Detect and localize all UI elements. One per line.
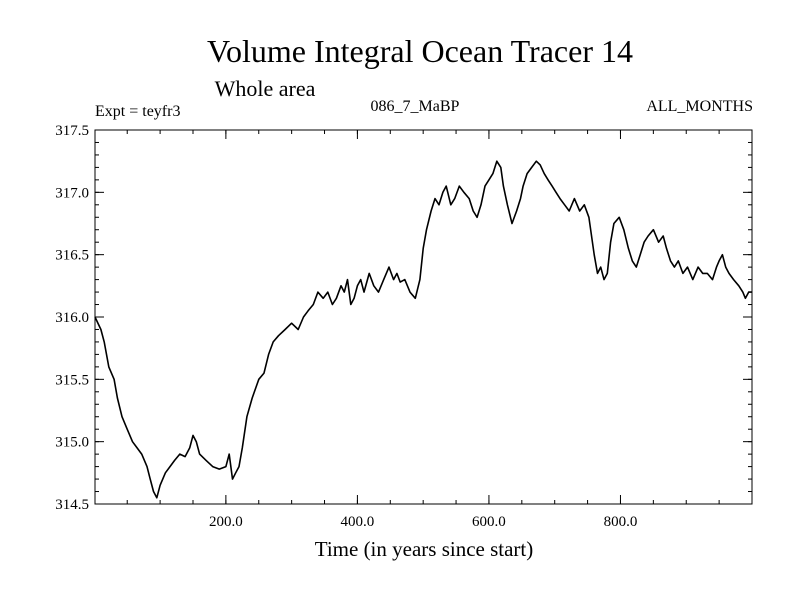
- y-tick-label: 314.5: [55, 497, 89, 513]
- x-tick-label: 200.0: [209, 514, 243, 530]
- x-tick-label: 400.0: [341, 514, 375, 530]
- annotation-left: Expt = teyfr3: [95, 103, 180, 120]
- y-tick-label: 315.0: [55, 435, 89, 451]
- annotation-right: ALL_MONTHS: [646, 98, 753, 115]
- x-axis-label: Time (in years since start): [315, 537, 534, 561]
- chart-title: Volume Integral Ocean Tracer 14: [207, 33, 633, 69]
- y-axis: 314.5 315.0 315.5 316.0 316.5 317.0 317.5: [55, 123, 752, 513]
- series-layer: [94, 160, 752, 499]
- annotation-center: 086_7_MaBP: [371, 98, 460, 115]
- y-tick-label: 317.0: [55, 185, 89, 201]
- x-tick-label: 600.0: [472, 514, 506, 530]
- y-tick-label: 317.5: [55, 123, 89, 139]
- x-axis: 200.0 400.0 600.0 800.0: [126, 130, 720, 530]
- y-tick-label: 316.5: [55, 248, 89, 264]
- plot-frame: [94, 129, 753, 505]
- x-tick-label: 800.0: [604, 514, 638, 530]
- y-tick-label: 315.5: [55, 372, 89, 388]
- series-line-0: [94, 160, 752, 499]
- chart-subtitle: Whole area: [215, 76, 316, 101]
- y-tick-label: 316.0: [55, 310, 89, 326]
